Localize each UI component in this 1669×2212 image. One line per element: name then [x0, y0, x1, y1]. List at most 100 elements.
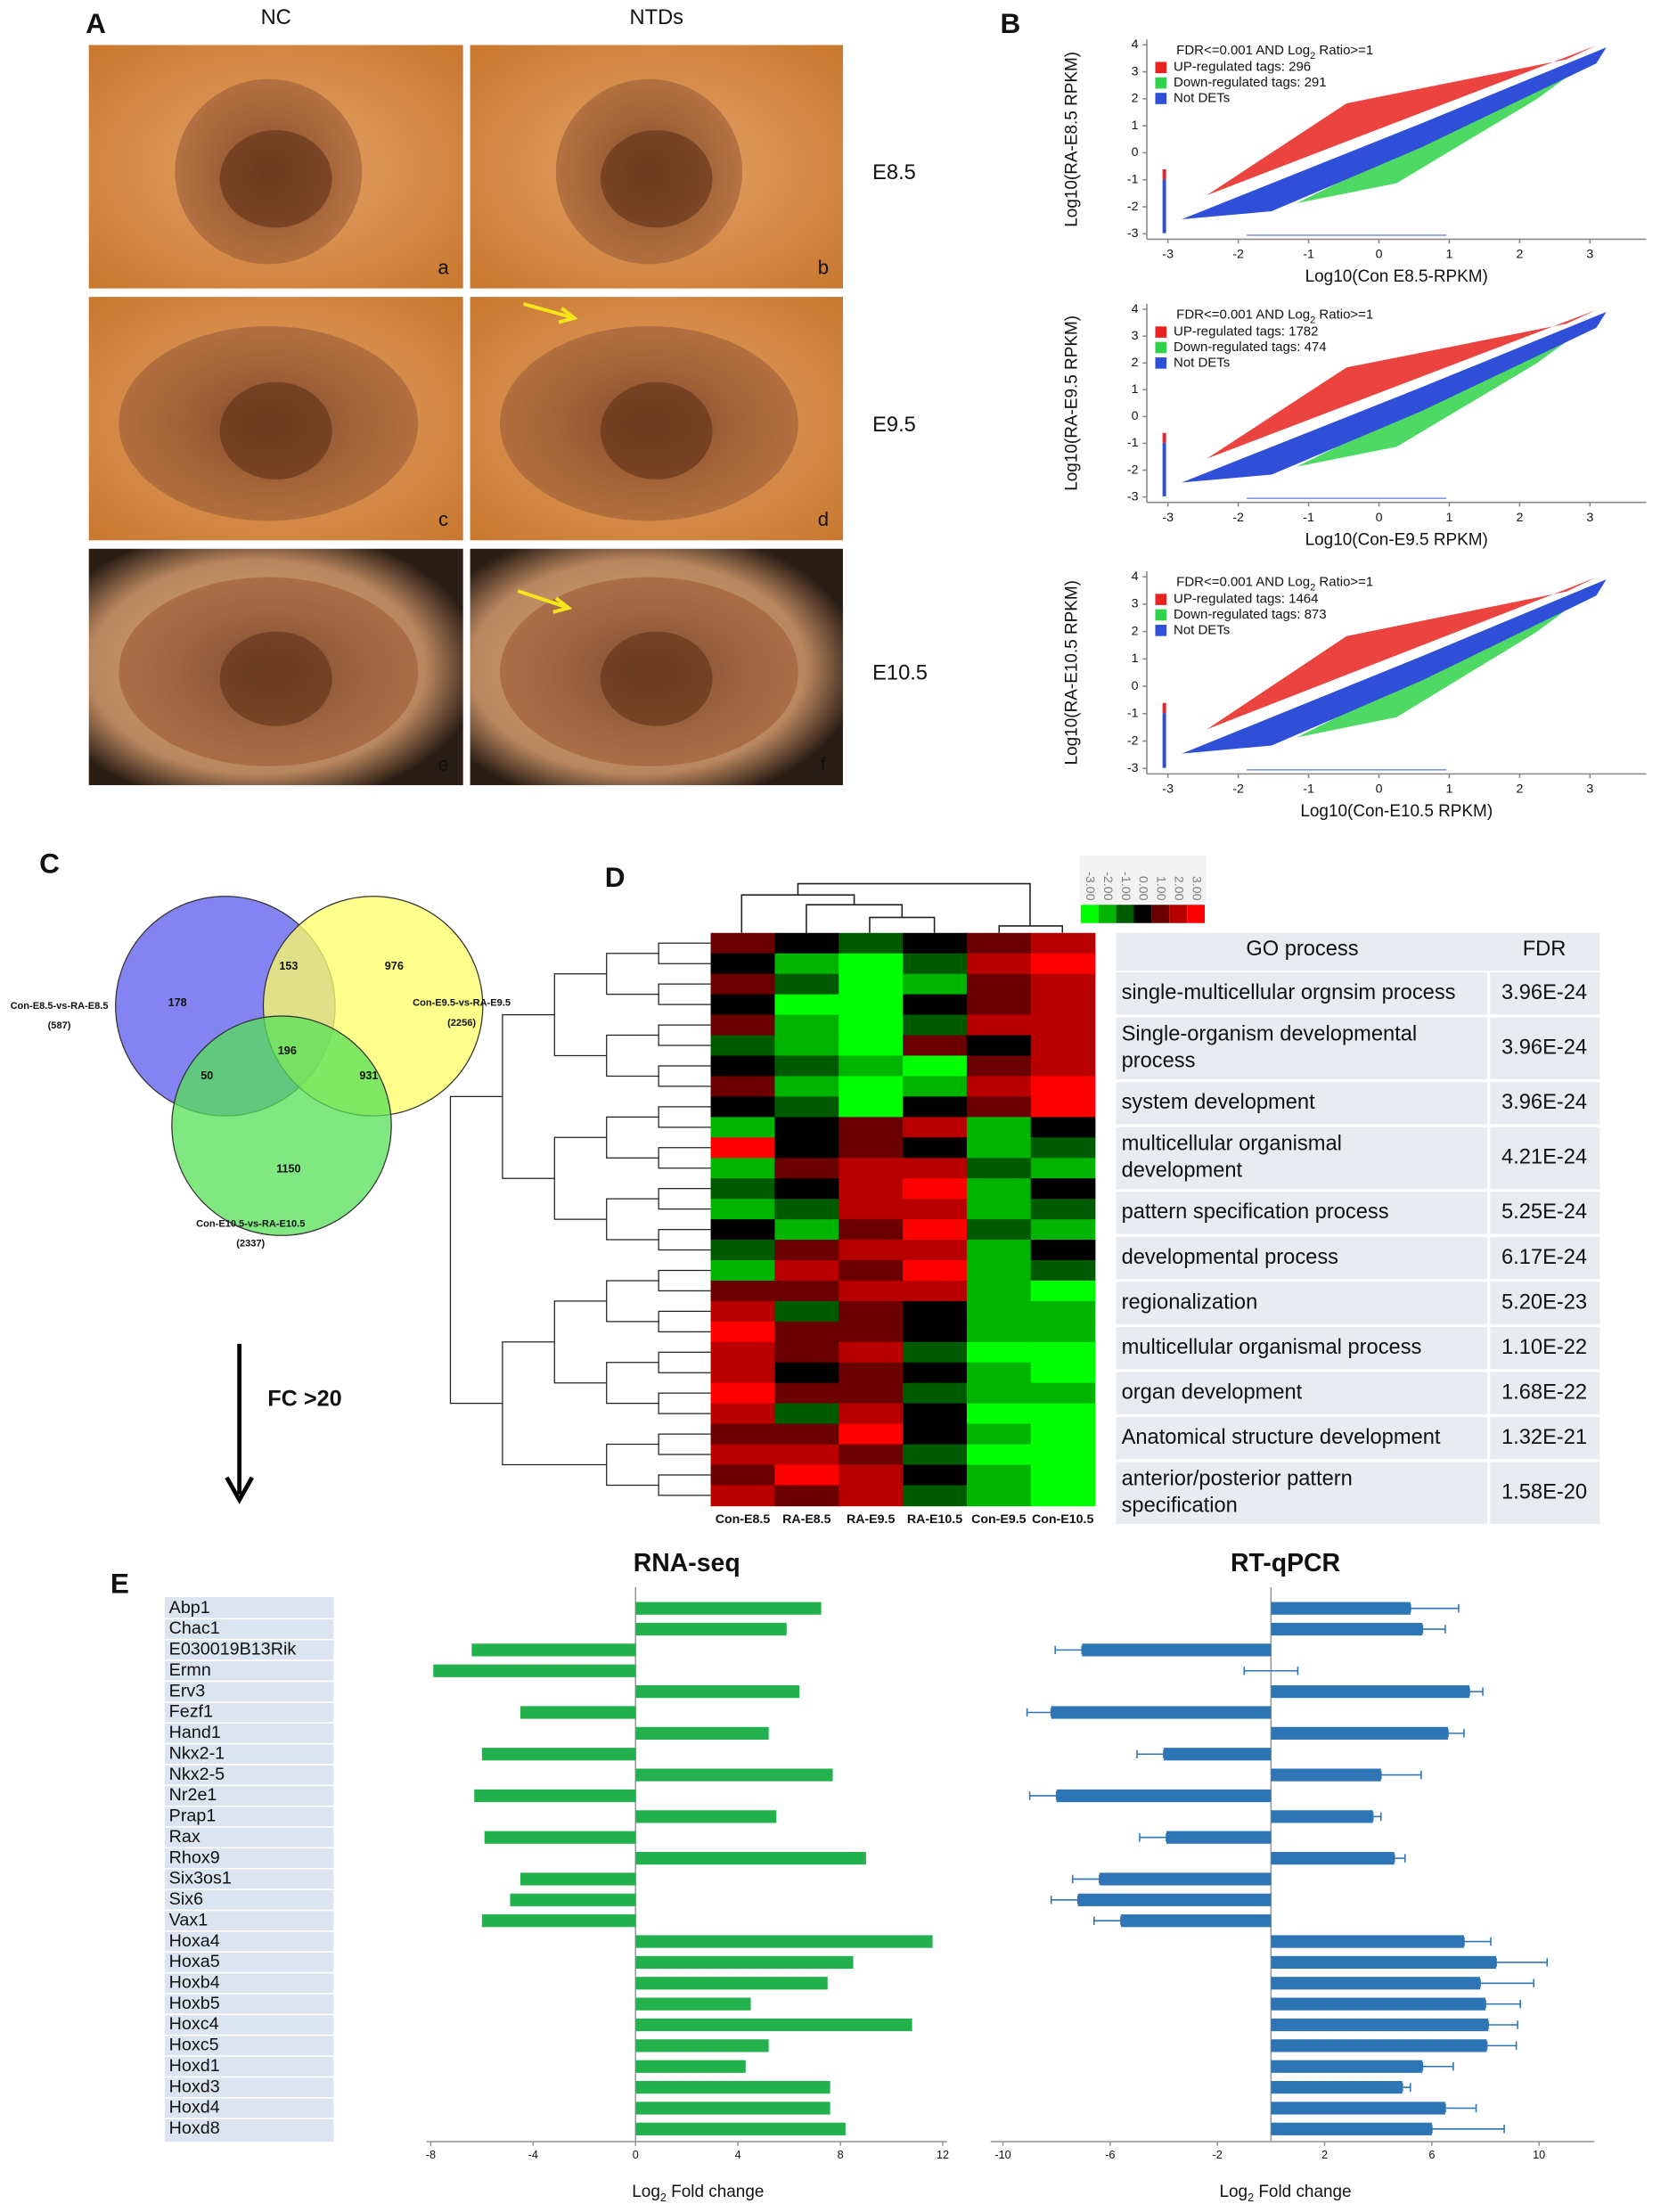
- heatmap-cell: [1030, 973, 1096, 995]
- heatmap-cell: [710, 1219, 776, 1241]
- bar: [1271, 1685, 1469, 1699]
- heatmap-cell: [903, 994, 968, 1016]
- heatmap-cell: [710, 1137, 776, 1159]
- heatmap-cell: [903, 973, 968, 995]
- heatmap-cell: [1030, 953, 1096, 975]
- heatmap-cell: [710, 1423, 776, 1446]
- x-tick-label: -3: [1162, 782, 1174, 797]
- embryo-detail: [219, 631, 332, 726]
- heatmap-cell: [839, 1117, 904, 1139]
- heatmap-cell: [1030, 1158, 1096, 1179]
- bar: [433, 1664, 636, 1677]
- colorbar-box: [1151, 905, 1170, 923]
- legend-label: UP-regulated tags: 1782: [1174, 324, 1318, 340]
- column-label: NC: [261, 6, 291, 29]
- heatmap-cell: [903, 1240, 968, 1261]
- heatmap-cell: [839, 1096, 904, 1118]
- heatmap-cell: [774, 1362, 840, 1384]
- x-axis-label-part: 2: [660, 2192, 667, 2204]
- bar: [635, 2039, 769, 2052]
- y-axis-label: Log10(RA-E8.5 RPKM): [1062, 52, 1081, 227]
- heatmap-column-label: Con-E8.5: [716, 1512, 771, 1527]
- x-tick-label: 0: [1376, 782, 1383, 797]
- heatmap-cell: [1030, 1341, 1096, 1364]
- x-tick-label: 2: [1516, 511, 1523, 525]
- heatmap-cell: [774, 1321, 840, 1343]
- bar: [1271, 2101, 1445, 2115]
- go-fdr: 3.96E-24: [1501, 1036, 1587, 1060]
- image-label: a: [438, 256, 449, 278]
- heatmap-cell: [839, 1178, 904, 1200]
- gene-label: Hoxa5: [169, 1952, 220, 1971]
- heatmap-cell: [966, 1137, 1032, 1159]
- colorbar-box: [1133, 905, 1152, 923]
- x-tick-label: 3: [1586, 511, 1593, 525]
- heatmap-cell: [903, 1219, 968, 1241]
- venn-region-count: 153: [279, 960, 298, 972]
- legend-title: FDR<=0.001 AND Log2 Ratio>=1: [1176, 575, 1373, 594]
- legend-title-part: Ratio>=1: [1315, 307, 1373, 323]
- heatmap-cell: [966, 1403, 1032, 1425]
- heatmap-cell: [774, 1485, 840, 1507]
- heatmap-cell: [903, 1382, 968, 1405]
- table-header-bg: [1116, 932, 1600, 971]
- bar: [1051, 1706, 1272, 1719]
- bar: [1271, 1935, 1464, 1948]
- legend-title-part: 2: [1310, 315, 1315, 326]
- heatmap-cell: [903, 1280, 968, 1302]
- colorbar-label-bg: [1079, 855, 1207, 904]
- y-tick-label: 4: [1132, 37, 1139, 52]
- heatmap-cell: [966, 1423, 1032, 1446]
- heatmap-cell: [1030, 1485, 1096, 1507]
- y-axis-label: Log10(RA-E10.5 RPKM): [1062, 580, 1081, 765]
- heatmap-cell: [774, 1300, 840, 1323]
- bar: [481, 1914, 636, 1928]
- gene-label: E030019B13Rik: [169, 1640, 297, 1659]
- go-process: system development: [1122, 1091, 1316, 1114]
- bar: [471, 1643, 636, 1657]
- x-tick-label: -3: [1162, 248, 1174, 262]
- go-process: multicellular organismal process: [1122, 1336, 1422, 1359]
- column-dendrogram: [740, 882, 1064, 933]
- colorbar-box: [1187, 905, 1206, 923]
- heatmap-cell: [774, 1096, 840, 1118]
- heatmap-cell: [966, 1321, 1032, 1343]
- venn-region-count: 178: [168, 996, 187, 1009]
- heatmap-cell: [1030, 1444, 1096, 1466]
- heatmap-cell: [774, 1219, 840, 1241]
- heatmap-cell: [774, 1403, 840, 1425]
- heatmap-cell: [903, 1464, 968, 1487]
- y-tick-label: 3: [1132, 597, 1139, 611]
- y-axis-label: Log10(RA-E9.5 RPKM): [1062, 315, 1081, 491]
- y-tick-label: -3: [1127, 489, 1139, 504]
- heatmap-cell: [1030, 1464, 1096, 1487]
- colorbar-box: [1080, 905, 1099, 923]
- heatmap-cell: [966, 1199, 1032, 1220]
- gene-label: Abp1: [169, 1598, 210, 1618]
- image-label: d: [818, 508, 829, 530]
- go-fdr: 1.68E-22: [1501, 1380, 1587, 1404]
- heatmap-cell: [710, 1240, 776, 1261]
- gene-label: Hoxb5: [169, 1994, 220, 2013]
- x-tick-label: 1: [1446, 511, 1453, 525]
- legend-title: FDR<=0.001 AND Log2 Ratio>=1: [1176, 43, 1373, 61]
- heatmap-cell: [839, 1485, 904, 1507]
- gene-label: Six3os1: [169, 1869, 232, 1888]
- venn-set: [171, 1015, 392, 1236]
- bar: [635, 1977, 828, 1990]
- arrow-indicator: [517, 589, 569, 610]
- y-tick-label: -1: [1127, 707, 1139, 721]
- y-tick-label: 1: [1132, 651, 1139, 666]
- y-tick-label: -1: [1127, 436, 1139, 450]
- stage-label: E9.5: [872, 414, 916, 437]
- panel-letter: E: [110, 1568, 129, 1600]
- heatmap-cell: [1030, 1382, 1096, 1405]
- table-row-bg: [1116, 1326, 1600, 1370]
- heatmap-cell: [966, 1362, 1032, 1384]
- heatmap-cell: [774, 953, 840, 975]
- heatmap-cell: [903, 953, 968, 975]
- bar: [1166, 1831, 1272, 1844]
- gene-label: Ermn: [169, 1660, 211, 1680]
- x-tick-label: 10: [1533, 2149, 1545, 2161]
- heatmap-cell: [710, 1055, 776, 1077]
